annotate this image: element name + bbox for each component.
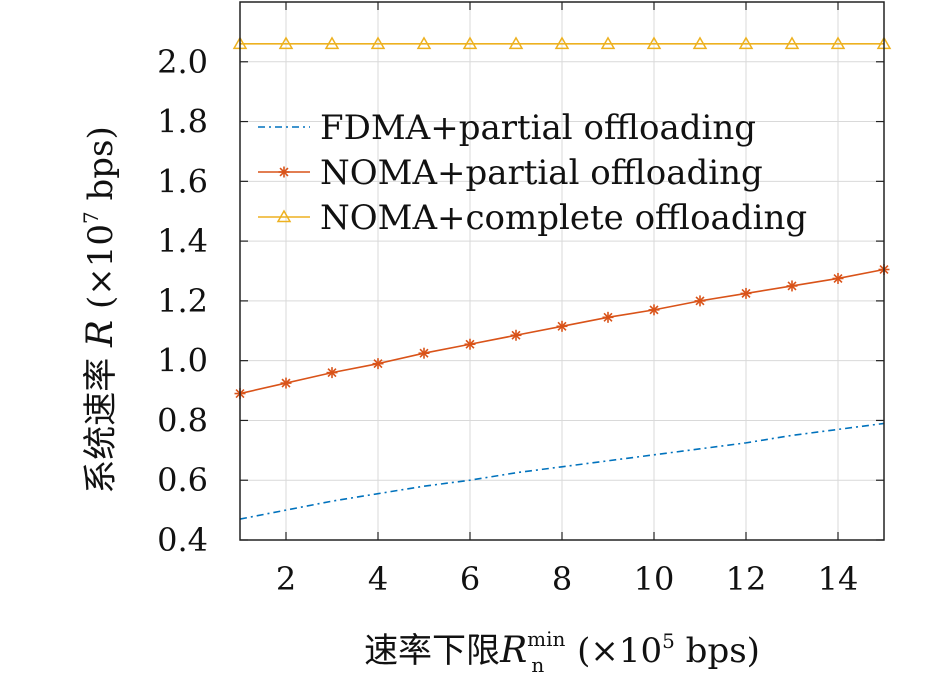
data-point-marker (554, 36, 570, 50)
legend-entry: NOMA+partial offloading (258, 153, 763, 193)
x-tick-label: 14 (818, 560, 859, 598)
legend-label: NOMA+complete offloading (320, 198, 807, 238)
data-point-marker (832, 272, 844, 284)
legend-label: FDMA+partial offloading (320, 108, 756, 148)
data-point-marker (464, 338, 476, 350)
x-tick-label: 6 (460, 560, 480, 598)
data-point-marker (508, 36, 524, 50)
y-tick-label: 1.6 (157, 162, 208, 200)
legend-entry: NOMA+complete offloading (258, 198, 807, 238)
series-3 (232, 36, 892, 50)
data-point-marker (692, 36, 708, 50)
x-axis-title: 速率下限Rmin n (×105 bps) (364, 627, 760, 677)
data-point-marker (784, 36, 800, 50)
y-tick-label: 0.8 (157, 401, 208, 439)
x-tick-label: 12 (726, 560, 767, 598)
legend-marker (278, 166, 290, 178)
data-point-marker (372, 358, 384, 370)
y-tick-label: 1.0 (157, 342, 208, 380)
x-tick-label: 4 (368, 560, 388, 598)
data-point-marker (462, 36, 478, 50)
axis-ticks: 2 4 6 8 10 12 14 0.4 0.6 0.8 1.0 1.2 1.4 1.6 1.8 2.0 (157, 2, 884, 598)
data-point-marker (646, 36, 662, 50)
data-point-marker (602, 311, 614, 323)
legend-marker (276, 209, 292, 223)
data-point-marker (418, 347, 430, 359)
data-point-marker (740, 287, 752, 299)
data-point-marker (694, 295, 706, 307)
data-point-marker (830, 36, 846, 50)
y-tick-label: 1.4 (157, 222, 208, 260)
x-tick-label: 8 (552, 560, 572, 598)
data-point-marker (786, 280, 798, 292)
data-point-marker (370, 36, 386, 50)
legend-entry: FDMA+partial offloading (258, 108, 756, 148)
series-1 (239, 422, 885, 520)
data-point-marker (510, 329, 522, 341)
data-point-marker (280, 377, 292, 389)
y-tick-label: 0.6 (157, 461, 208, 499)
data-point-marker (600, 36, 616, 50)
data-point-marker (326, 367, 338, 379)
data-point-marker (556, 320, 568, 332)
data-point-marker (324, 36, 340, 50)
x-tick-label: 2 (276, 560, 296, 598)
grid-lines (240, 2, 884, 541)
data-point-marker (278, 36, 294, 50)
y-tick-label: 1.2 (157, 282, 208, 320)
y-tick-label: 1.8 (157, 103, 208, 141)
data-point-marker (738, 36, 754, 50)
data-point-marker (416, 36, 432, 50)
x-tick-label: 10 (634, 560, 675, 598)
legend: FDMA+partial offloading NOMA+partial offl… (258, 108, 807, 238)
series-line (239, 422, 885, 520)
y-tick-label: 0.4 (157, 521, 208, 559)
data-point-marker (648, 304, 660, 316)
y-tick-label: 2.0 (157, 43, 208, 81)
legend-label: NOMA+partial offloading (320, 153, 763, 193)
y-axis-title: 系统速率 R (×107 bps) (79, 126, 121, 494)
